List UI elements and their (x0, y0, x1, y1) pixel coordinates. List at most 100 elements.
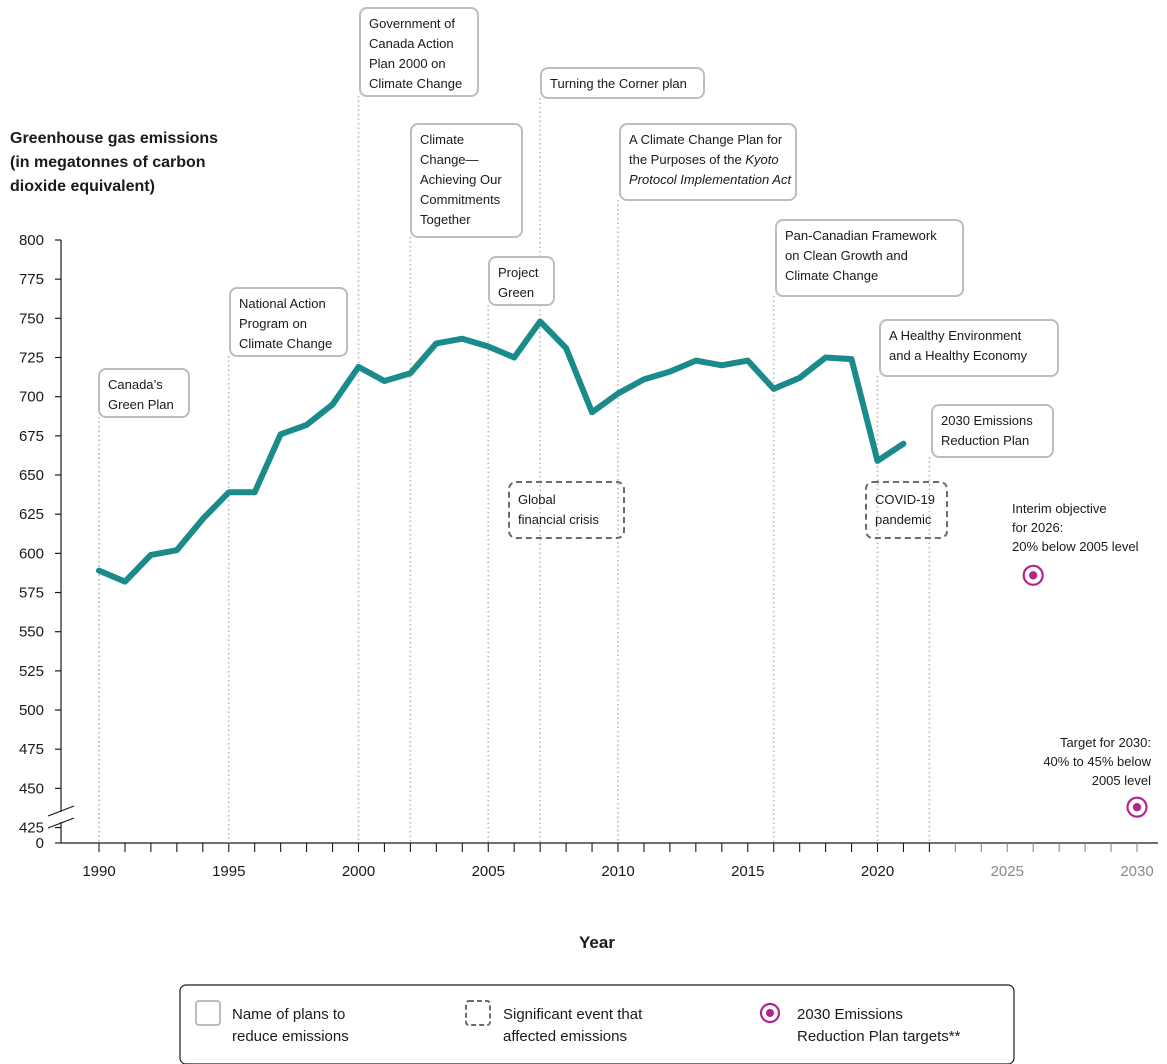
plan-box-2007: Turning the Corner plan (540, 67, 705, 99)
plan-label-line: Protocol Implementation Act (629, 172, 792, 187)
target-label-line: Interim objective (1012, 501, 1107, 516)
y-tick-label: 0 (36, 835, 44, 852)
plan-box (98, 368, 190, 418)
plan-box (879, 319, 1059, 377)
y-tick-label: 800 (19, 232, 44, 249)
plan-label-line: Together (420, 212, 471, 227)
target-label-line: 20% below 2005 level (1012, 539, 1139, 554)
plan-label-line: Project (498, 265, 539, 280)
plan-box (359, 7, 479, 97)
plan-box-2000: Government of Canada Action Plan 2000 on Cl… (359, 7, 479, 97)
legend-event-label-line: Significant event that (503, 1006, 643, 1023)
plan-box-1990: Canada’s Green Plan (98, 368, 190, 418)
x-tick-label: 1995 (212, 863, 245, 880)
plan-label-line: Commitments (420, 192, 501, 207)
plan-label-line: 2030 Emissions (941, 413, 1033, 428)
event-box-2020: COVID-19 pandemic (865, 481, 948, 539)
plan-box (775, 219, 964, 297)
y-tick-label: 700 (19, 389, 44, 406)
plan-label-line: Green Plan (108, 397, 174, 412)
plan-box-2005: Project Green (488, 256, 555, 306)
event-box (508, 481, 625, 539)
x-tick-label: 2025 (991, 863, 1024, 880)
plan-box-2016: Pan-Canadian Framework on Clean Growth an… (775, 219, 964, 297)
plan-label-line: Canada Action (369, 36, 454, 51)
target-label: Target for 2030: 40% to 45% below 2005 lev… (1043, 735, 1151, 788)
y-tick-label: 550 (19, 624, 44, 641)
plan-label-line: on Clean Growth and (785, 248, 908, 263)
axis-break-mark (47, 817, 75, 829)
y-tick-label: 500 (19, 702, 44, 719)
plan-label-line: Plan 2000 on (369, 56, 446, 71)
plan-label-line: Government of (369, 16, 455, 31)
x-tick-label: 2005 (472, 863, 505, 880)
legend-frame (179, 984, 1015, 1064)
legend-target-label-line: Reduction Plan targets** (797, 1028, 961, 1045)
legend: Name of plans to reduce emissions Signific… (179, 984, 1015, 1064)
plan-label-line: A Healthy Environment (889, 328, 1022, 343)
plan-label-line: Pan-Canadian Framework (785, 228, 937, 243)
x-tick-label: 2030 (1120, 863, 1153, 880)
legend-target-label: 2030 Emissions Reduction Plan targets** (797, 1006, 961, 1045)
plan-box (488, 256, 555, 306)
legend-plan-label-line: Name of plans to (232, 1006, 345, 1023)
target-label-line: for 2026: (1012, 520, 1063, 535)
y-tick-label: 450 (19, 780, 44, 797)
x-tick-label: 2010 (601, 863, 634, 880)
legend-event-label-line: affected emissions (503, 1028, 627, 1045)
y-tick-label: 575 (19, 585, 44, 602)
y-axis-label-line: Greenhouse gas emissions (10, 130, 218, 147)
plan-label-line: A Climate Change Plan for (629, 132, 783, 147)
target-dot (1132, 802, 1142, 812)
legend-event-label: Significant event that affected emissions (503, 1006, 643, 1045)
y-axis-label: Greenhouse gas emissions (in megatonnes o… (10, 130, 218, 195)
y-tick-label: 625 (19, 506, 44, 523)
plan-label-line: Climate Change (369, 76, 462, 91)
axis-break-mark (47, 805, 75, 817)
target-marker (1022, 564, 1044, 586)
emissions-line (96, 318, 907, 585)
legend-plan-label-line: reduce emissions (232, 1028, 349, 1045)
event-label-line: financial crisis (518, 512, 599, 527)
plan-box (410, 123, 523, 238)
plan-label-line: Achieving Our (420, 172, 502, 187)
legend-plan-swatch (195, 1000, 221, 1026)
legend-plan-label: Name of plans to reduce emissions (232, 1006, 349, 1045)
plan-box (229, 287, 348, 357)
x-tick-label: 2020 (861, 863, 894, 880)
plan-box (619, 123, 797, 201)
event-label-line: pandemic (875, 512, 932, 527)
plan-box-2020: A Healthy Environment and a Healthy Econo… (879, 319, 1059, 377)
y-axis-label-line: (in megatonnes of carbon (10, 154, 206, 171)
y-tick-label: 675 (19, 428, 44, 445)
y-tick-label: 600 (19, 545, 44, 562)
event-label-line: Global (518, 492, 556, 507)
plan-label-line: Climate Change (239, 336, 332, 351)
event-label-line: COVID-19 (875, 492, 935, 507)
plan-box (540, 67, 705, 99)
plan-label-line: National Action (239, 296, 326, 311)
plan-label-line: the Purposes of the Kyoto (629, 152, 779, 167)
event-box-2008: Global financial crisis (508, 481, 625, 539)
target-marker (1126, 796, 1148, 818)
plan-label-line: Turning the Corner plan (550, 76, 687, 91)
x-tick-label: 2000 (342, 863, 375, 880)
target-label-line: 40% to 45% below (1043, 754, 1151, 769)
plan-label-line: Green (498, 285, 534, 300)
y-tick-label: 475 (19, 741, 44, 758)
target-label-line: 2005 level (1092, 773, 1151, 788)
plan-label-line: Climate (420, 132, 464, 147)
x-tick-label: 2015 (731, 863, 764, 880)
y-tick-label: 425 (19, 820, 44, 837)
x-axis-label: Year (579, 933, 615, 952)
legend-target-label-line: 2030 Emissions (797, 1006, 903, 1023)
plan-box (931, 404, 1054, 458)
plan-box-2010: A Climate Change Plan for the Purposes of… (619, 123, 797, 201)
y-tick-label: 725 (19, 350, 44, 367)
target-label-line: Target for 2030: (1060, 735, 1151, 750)
target-label: Interim objective for 2026: 20% below 2005… (1012, 501, 1139, 554)
x-tick-label: 1990 (82, 863, 115, 880)
plan-box-2002: Climate Change— Achieving Our Commitments To… (410, 123, 523, 238)
plan-label-line: and a Healthy Economy (889, 348, 1028, 363)
